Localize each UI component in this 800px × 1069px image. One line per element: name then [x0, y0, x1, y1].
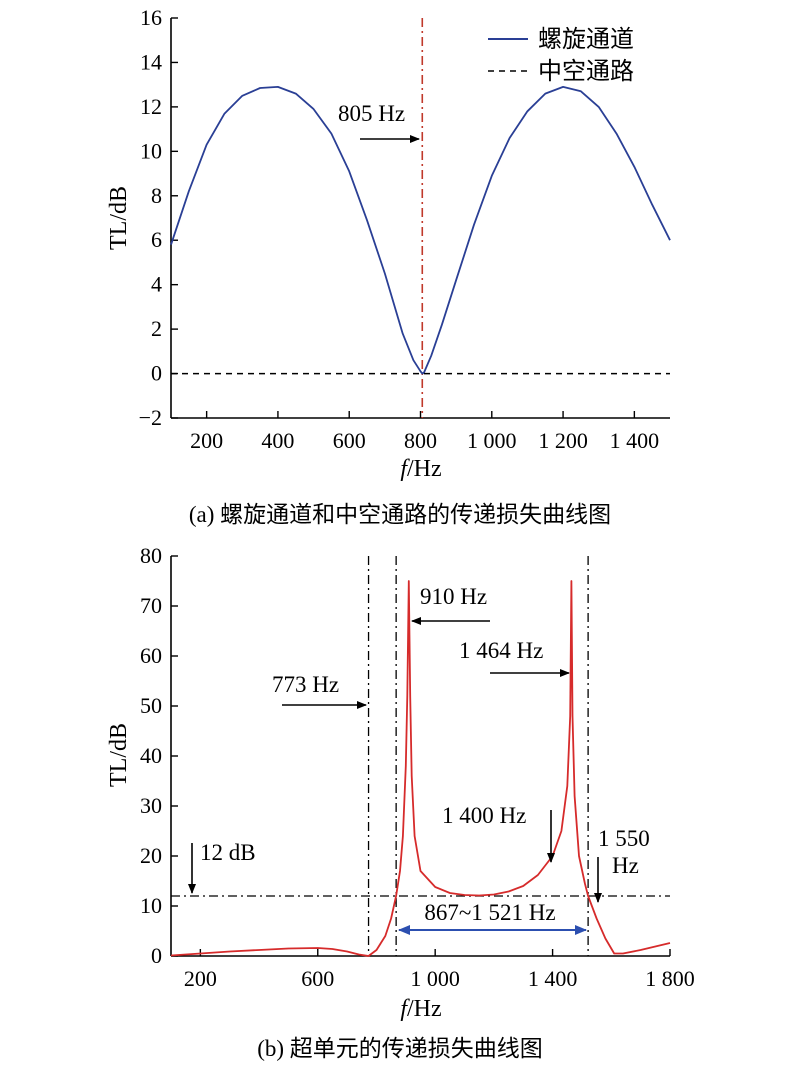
chart-b-xtick-label: 600 [301, 966, 334, 991]
legend-label-spiral: 螺旋通道 [538, 26, 634, 53]
chart-b-xtick-label: 1 000 [410, 966, 460, 991]
legend-label-hollow: 中空通路 [538, 58, 634, 85]
chart-a-axes: −2 0 2 4 6 8 10 12 14 16 200 400 600 800 1 000 1 200 1 4… [139, 5, 670, 453]
chart-b-series-group [170, 580, 671, 957]
chart-b-ytick-label: 20 [140, 843, 162, 868]
chart-a-xtick-label: 200 [190, 428, 223, 453]
annotation-1550hz: 1 550 Hz [598, 826, 650, 878]
annotation-773hz: 773 Hz [272, 672, 339, 697]
annotation-1464hz: 1 464 Hz [459, 638, 543, 663]
chart-b-ytick-label: 30 [140, 793, 162, 818]
chart-a-ytick-label: 0 [151, 361, 162, 386]
chart-a-ytick-label: 16 [140, 5, 162, 30]
chart-a-ytick-label: 2 [151, 316, 162, 341]
chart-a-xtick-label: 1 400 [610, 428, 660, 453]
chart-b-ytick-label: 70 [140, 593, 162, 618]
chart-b: 0 10 20 30 40 50 60 70 80 200 600 1 000 1 400 1 800 7… [106, 543, 695, 1061]
chart-a-series-group [170, 86, 671, 375]
chart-a-xtick-label: 600 [333, 428, 366, 453]
annotation-1400hz: 1 400 Hz [442, 803, 526, 828]
annotation-910hz: 910 Hz [420, 584, 487, 609]
chart-a-xtick-label: 1 200 [538, 428, 588, 453]
chart-b-series-main-line [170, 580, 671, 957]
chart-a-xtick-label: 800 [404, 428, 437, 453]
chart-a-legend: 螺旋通道 中空通路 [488, 26, 634, 85]
chart-a-ytick-label: 14 [140, 49, 162, 74]
chart-b-ytick-label: 40 [140, 743, 162, 768]
chart-b-annotations: 773 Hz 910 Hz 1 464 Hz 1 400 Hz 1 550 Hz … [188, 584, 650, 935]
chart-a-ytick-label: 10 [140, 138, 162, 163]
chart-a-ytick-label: 4 [151, 272, 162, 297]
chart-b-xtick-label: 1 400 [528, 966, 578, 991]
chart-b-ytick-label: 60 [140, 643, 162, 668]
chart-b-axes: 0 10 20 30 40 50 60 70 80 200 600 1 000 1 400 1 800 [140, 543, 695, 991]
chart-a-ytick-label: 6 [151, 227, 162, 252]
chart-b-ytick-label: 0 [151, 943, 162, 968]
chart-a-caption: (a) 螺旋通道和中空通路的传递损失曲线图 [189, 502, 611, 527]
annotation-12db: 12 dB [200, 840, 256, 865]
chart-a-xlabel: f/Hz [400, 456, 441, 482]
chart-a: −2 0 2 4 6 8 10 12 14 16 200 400 600 800 1 000 1 200 1 4… [106, 5, 671, 527]
chart-b-ytick-label: 80 [140, 543, 162, 568]
chart-a-series-main-line [170, 86, 671, 375]
chart-b-ylabel: TL/dB [106, 723, 132, 787]
annotation-band: 867~1 521 Hz [424, 900, 555, 925]
chart-b-caption: (b) 超单元的传递损失曲线图 [257, 1036, 543, 1061]
chart-a-ytick-label: 8 [151, 183, 162, 208]
chart-a-xtick-label: 1 000 [467, 428, 517, 453]
chart-a-annotations: 805 Hz [338, 101, 420, 143]
annotation-805hz: 805 Hz [338, 101, 405, 126]
chart-a-ytick-label: −2 [139, 405, 162, 430]
chart-b-xlabel: f/Hz [400, 996, 441, 1022]
chart-b-ytick-label: 10 [140, 893, 162, 918]
chart-a-ylabel: TL/dB [106, 186, 132, 250]
chart-b-ytick-label: 50 [140, 693, 162, 718]
chart-b-xtick-label: 1 800 [645, 966, 695, 991]
chart-b-xtick-label: 200 [184, 966, 217, 991]
chart-a-xtick-label: 400 [261, 428, 294, 453]
chart-a-ytick-label: 12 [140, 94, 162, 119]
